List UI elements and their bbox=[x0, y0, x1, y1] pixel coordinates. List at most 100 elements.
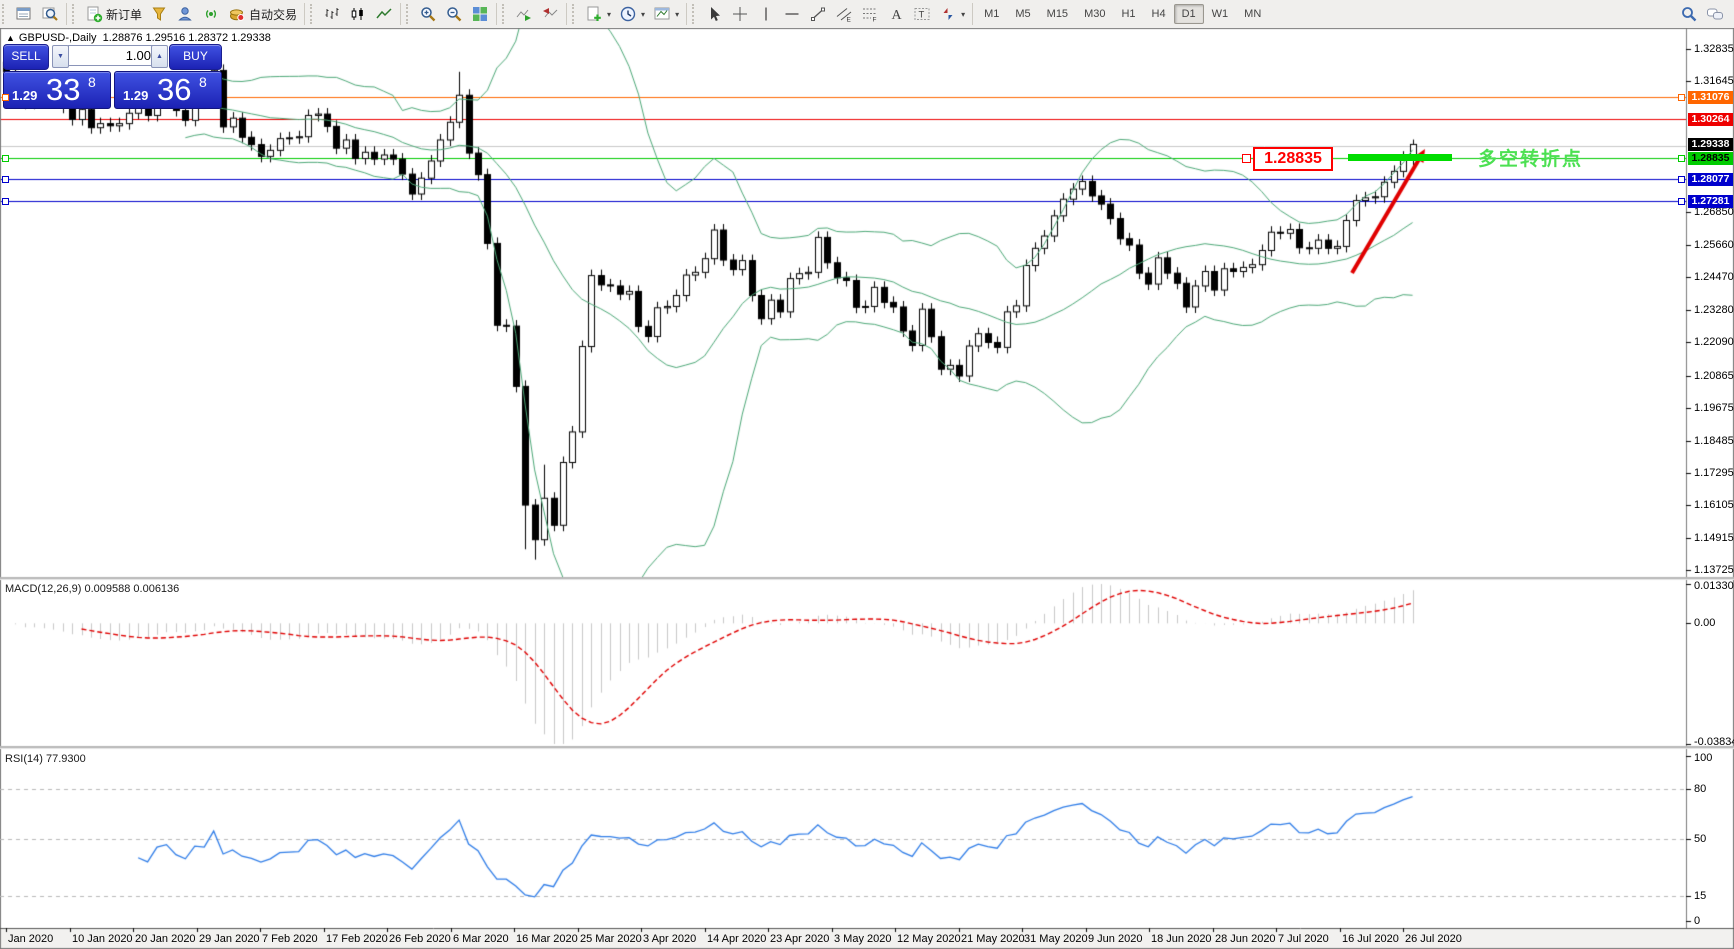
sell-button[interactable]: SELL bbox=[3, 44, 49, 70]
hline-handle[interactable] bbox=[1242, 154, 1251, 163]
volume-input[interactable]: 1.00 bbox=[68, 45, 158, 66]
fibonacci-button[interactable]: F bbox=[857, 3, 883, 25]
hline-handle[interactable] bbox=[2, 198, 9, 205]
date-axis-label: 23 Apr 2020 bbox=[770, 933, 830, 945]
timeframe-M15[interactable]: M15 bbox=[1046, 8, 1069, 20]
rsi-axis-tick: 80 bbox=[1694, 783, 1707, 795]
symbol-title: ▲ GBPUSD-,Daily 1.28876 1.29516 1.28372 1… bbox=[6, 32, 271, 44]
indicators-button[interactable]: ▾ bbox=[581, 3, 615, 25]
zoom-in-button[interactable] bbox=[415, 3, 441, 25]
crosshair-button[interactable] bbox=[727, 3, 753, 25]
signals-button[interactable] bbox=[198, 3, 224, 25]
hline-handle[interactable] bbox=[2, 94, 9, 101]
toolbar-separator bbox=[66, 3, 67, 25]
vertical-line-button[interactable] bbox=[753, 3, 779, 25]
svg-text:E: E bbox=[847, 17, 852, 24]
trend-segment[interactable] bbox=[1348, 154, 1452, 161]
hline-handle[interactable] bbox=[2, 155, 9, 162]
text-button[interactable]: A bbox=[883, 3, 909, 25]
chart-shift-button[interactable] bbox=[537, 3, 563, 25]
dropdown-caret-icon: ▾ bbox=[961, 9, 966, 19]
chat-button[interactable] bbox=[1702, 3, 1728, 25]
timeframe-D1[interactable]: D1 bbox=[1173, 4, 1204, 24]
date-axis-label: 3 May 2020 bbox=[834, 933, 892, 945]
date-axis-label: 7 Jul 2020 bbox=[1278, 933, 1329, 945]
autotrading-icon bbox=[228, 5, 246, 23]
chart-candles-button[interactable] bbox=[345, 3, 371, 25]
dropdown-caret-icon: ▾ bbox=[641, 9, 646, 19]
date-axis-label: 17 Feb 2020 bbox=[326, 933, 388, 945]
toolbar-separator bbox=[496, 3, 498, 25]
search-button[interactable] bbox=[1676, 3, 1702, 25]
date-axis-label: 28 Jun 2020 bbox=[1215, 933, 1276, 945]
market-watch-button[interactable] bbox=[11, 3, 37, 25]
timeframe-M5[interactable]: M5 bbox=[1015, 8, 1031, 20]
search-icon bbox=[1680, 5, 1698, 23]
timeframe-M30[interactable]: M30 bbox=[1084, 8, 1106, 20]
toolbar-separator bbox=[400, 3, 402, 25]
chart-bars-button[interactable] bbox=[319, 3, 345, 25]
toolbar-grip bbox=[692, 4, 699, 24]
volume-increase-button[interactable]: ▲ bbox=[151, 45, 168, 68]
date-axis-label: 6 Mar 2020 bbox=[453, 933, 509, 945]
tile-windows-button[interactable] bbox=[467, 3, 493, 25]
templates-button[interactable]: ▾ bbox=[649, 3, 683, 25]
svg-text:T: T bbox=[919, 10, 925, 21]
chart-canvas[interactable] bbox=[0, 28, 1734, 949]
price-axis-tick: 1.26850 bbox=[1694, 206, 1734, 218]
text-label-button[interactable]: T bbox=[909, 3, 935, 25]
hline-handle[interactable] bbox=[1678, 155, 1685, 162]
text-icon: A bbox=[887, 5, 905, 23]
date-axis-label: 3 Apr 2020 bbox=[643, 933, 697, 945]
price-label: 1.31076 bbox=[1688, 91, 1733, 104]
hline-handle[interactable] bbox=[2, 176, 9, 183]
toolbar-separator bbox=[686, 3, 688, 25]
timeframe-M1[interactable]: M1 bbox=[984, 8, 1000, 20]
chart-window: ▲ GBPUSD-,Daily 1.28876 1.29516 1.28372 1… bbox=[0, 28, 1734, 949]
timeframe-H1[interactable]: H1 bbox=[1121, 8, 1136, 20]
symbol-search-button[interactable] bbox=[37, 3, 63, 25]
horizontal-line-button[interactable] bbox=[779, 3, 805, 25]
periods-button[interactable]: ▾ bbox=[615, 3, 649, 25]
price-axis-tick: 1.32835 bbox=[1694, 43, 1734, 55]
trendline-icon bbox=[809, 5, 827, 23]
funnel-button[interactable] bbox=[146, 3, 172, 25]
hline-handle[interactable] bbox=[1678, 94, 1685, 101]
price-axis-tick: 1.16105 bbox=[1694, 499, 1734, 511]
arrows-button[interactable]: ▾ bbox=[935, 3, 969, 25]
buy-button[interactable]: BUY bbox=[169, 44, 222, 70]
sell-price-sup: 8 bbox=[88, 74, 96, 90]
new-order-button[interactable]: 新订单 bbox=[81, 3, 146, 25]
profile-button[interactable] bbox=[172, 3, 198, 25]
level-annotation[interactable]: 1.28835 bbox=[1253, 147, 1333, 171]
zoom-out-button[interactable] bbox=[441, 3, 467, 25]
buy-price-small: 1.29 bbox=[123, 88, 149, 103]
macd-axis-max: 0.013301 bbox=[1694, 580, 1734, 592]
buy-price-display[interactable]: 1.29 36 8 bbox=[114, 71, 222, 109]
autotrading-button[interactable]: 自动交易 bbox=[224, 3, 301, 25]
auto-scroll-button[interactable] bbox=[511, 3, 537, 25]
trendline-button[interactable] bbox=[805, 3, 831, 25]
toolbar-separator bbox=[972, 3, 974, 25]
cursor-icon bbox=[705, 5, 723, 23]
price-axis-tick: 1.13725 bbox=[1694, 564, 1734, 576]
rsi-axis-tick: 0 bbox=[1694, 915, 1701, 927]
hline-handle[interactable] bbox=[1678, 176, 1685, 183]
profile-icon bbox=[176, 5, 194, 23]
rsi-axis-tick: 50 bbox=[1694, 833, 1707, 845]
chart-line-button[interactable] bbox=[371, 3, 397, 25]
timeframe-H4[interactable]: H4 bbox=[1151, 8, 1166, 20]
auto-scroll-icon bbox=[515, 5, 533, 23]
timeframe-MN[interactable]: MN bbox=[1244, 8, 1262, 20]
toolbar-grip bbox=[502, 4, 509, 24]
sell-price-display[interactable]: 1.29 33 8 bbox=[3, 71, 111, 109]
new-order-icon bbox=[85, 5, 103, 23]
hline-handle[interactable] bbox=[1678, 198, 1685, 205]
ohlc-values: 1.28876 1.29516 1.28372 1.29338 bbox=[102, 32, 271, 44]
tile-windows-icon bbox=[471, 5, 489, 23]
channel-button[interactable]: E bbox=[831, 3, 857, 25]
price-axis-tick: 1.25660 bbox=[1694, 239, 1734, 251]
timeframe-W1[interactable]: W1 bbox=[1211, 8, 1229, 20]
volume-decrease-button[interactable]: ▼ bbox=[52, 45, 69, 68]
cursor-button[interactable] bbox=[701, 3, 727, 25]
